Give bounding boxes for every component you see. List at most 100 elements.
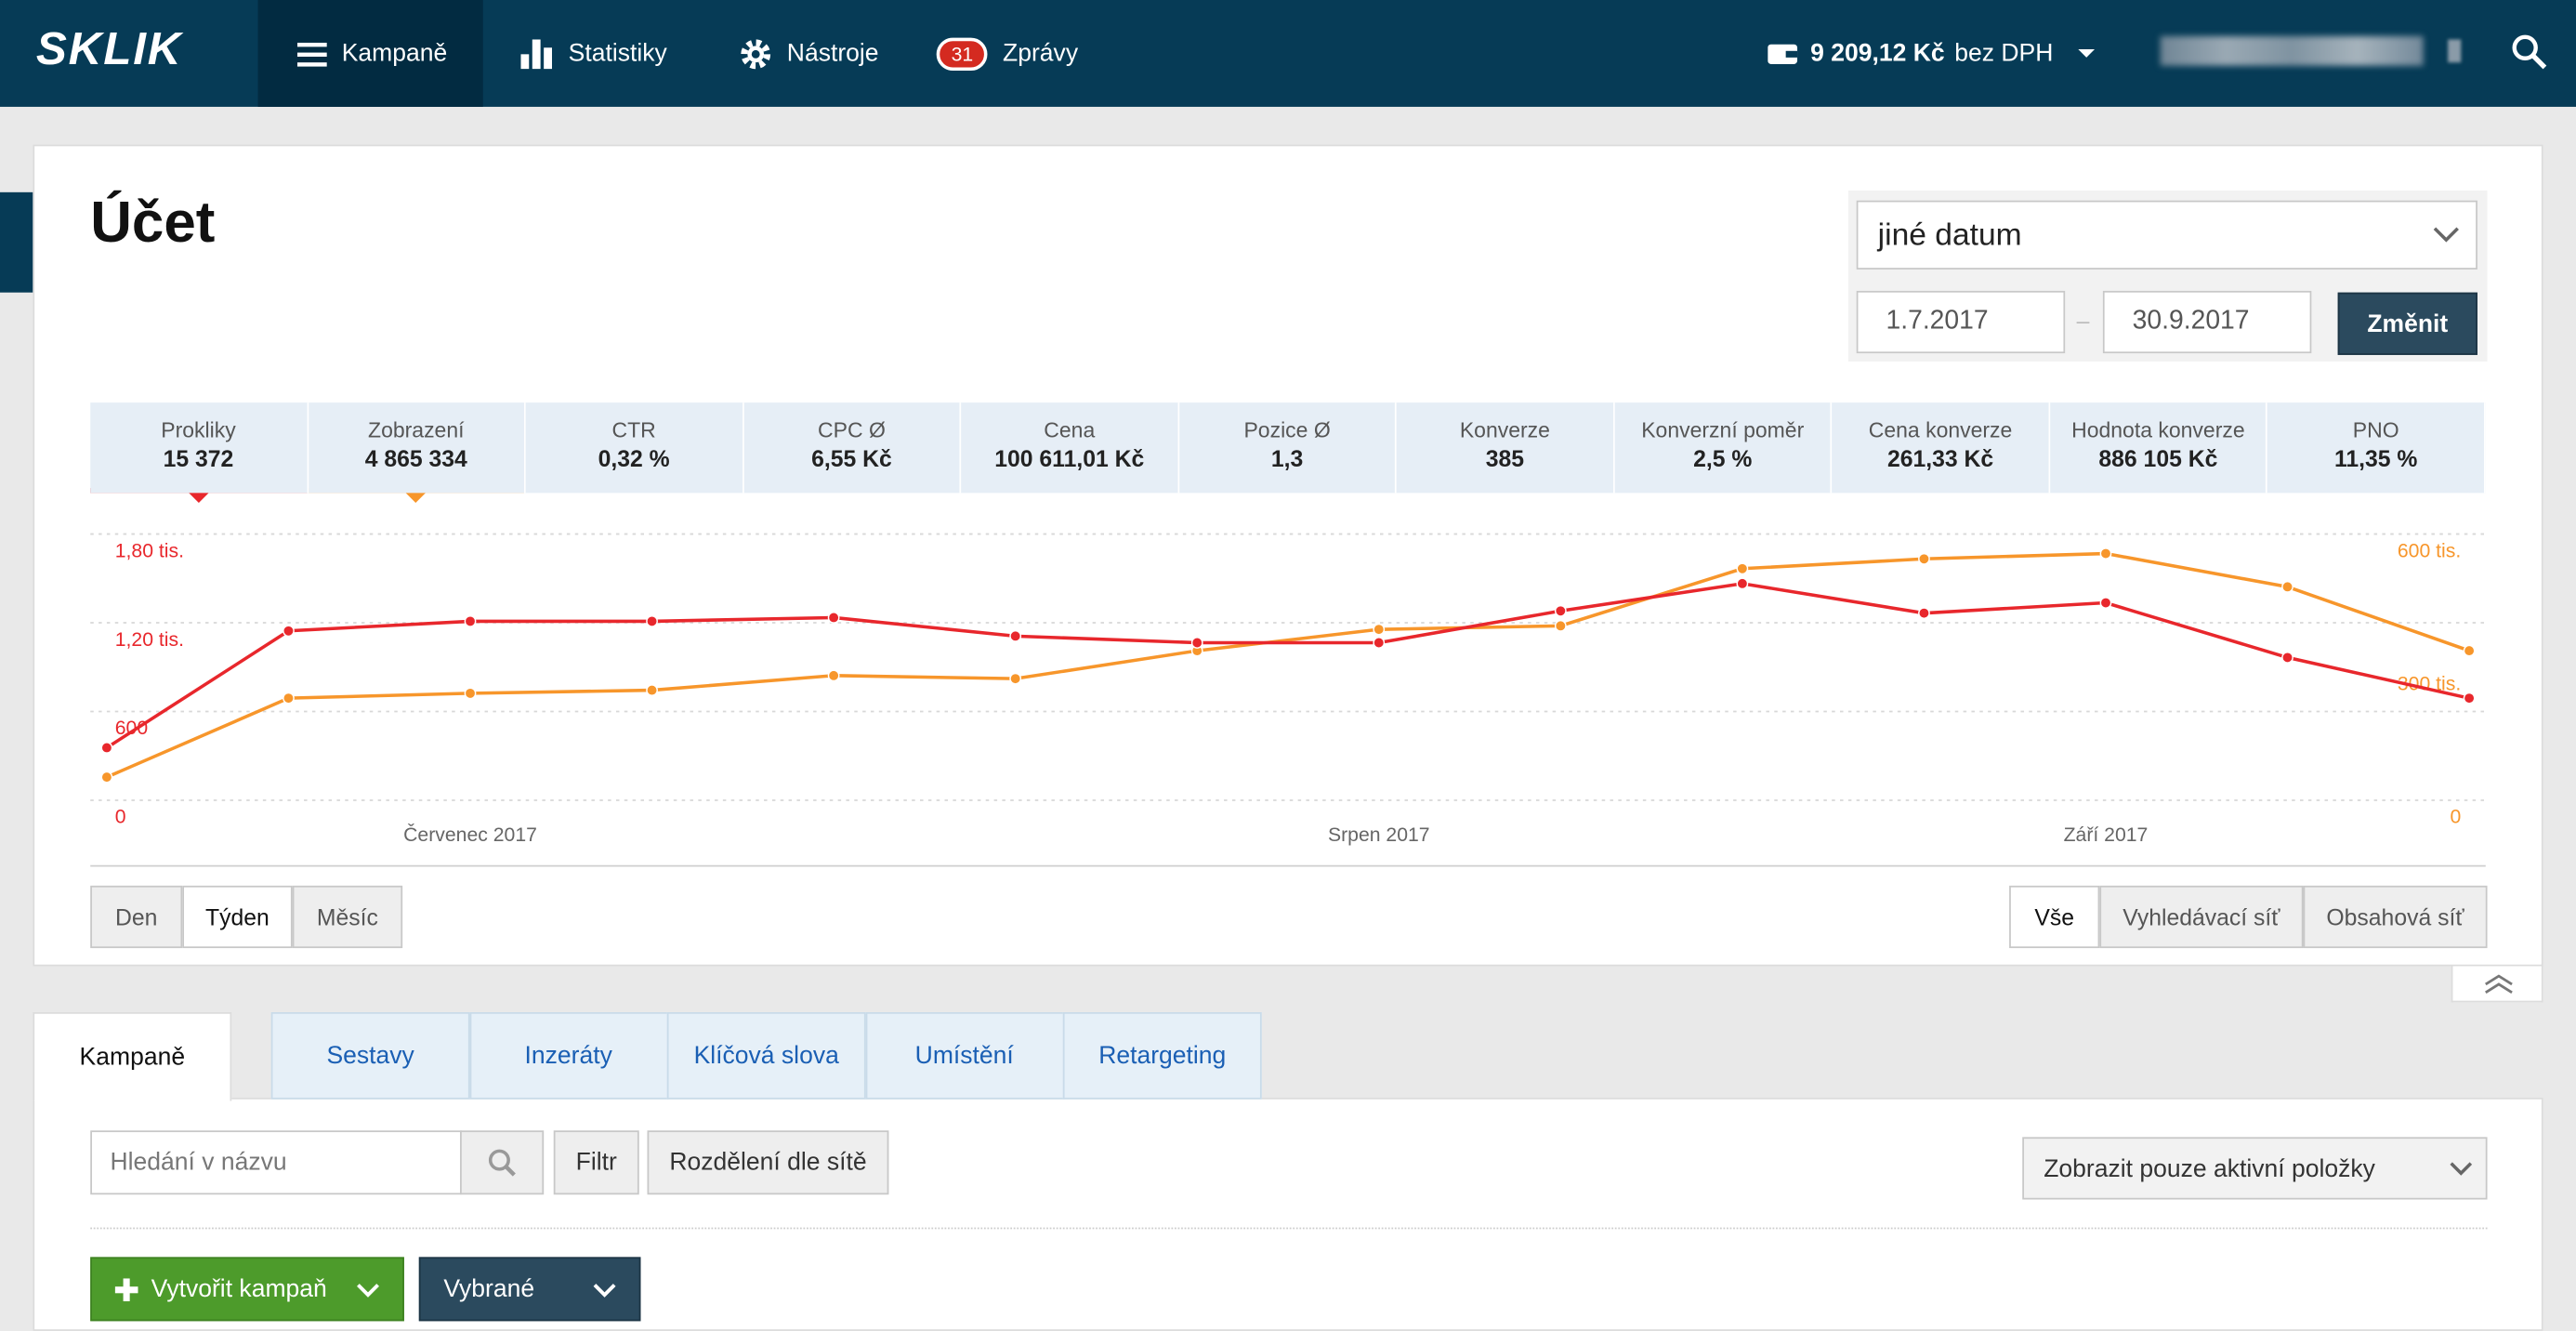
metric-label: Cena konverze: [1868, 417, 2013, 442]
credit[interactable]: 9 209,12 Kč bez DPH: [1768, 0, 2096, 107]
nav-item[interactable]: Kampaně: [257, 0, 483, 107]
nav-item[interactable]: Nástroje: [740, 0, 879, 107]
submit-button[interactable]: Změnit: [2337, 292, 2477, 355]
metric-value: 385: [1485, 445, 1525, 472]
metric-cell[interactable]: Cena 100 611,01 Kč: [961, 402, 1179, 494]
data-point: [1190, 637, 1203, 649]
icon: [520, 38, 553, 69]
network-button[interactable]: Obsahová síť: [2303, 885, 2488, 949]
data-point: [1009, 629, 1022, 642]
icon: [1768, 43, 1798, 64]
nav-label: Nástroje: [786, 39, 879, 68]
data-point: [827, 669, 840, 682]
series-line: [105, 582, 2470, 749]
icon: [2433, 227, 2459, 243]
search-input[interactable]: Hledání v názvu: [90, 1130, 462, 1195]
icon: [296, 42, 327, 66]
data-point: [2099, 597, 2112, 609]
nav-item[interactable]: 31 Zprávy: [936, 0, 1079, 107]
nav-label: Zprávy: [1003, 39, 1079, 68]
tab[interactable]: Retargeting: [1062, 1012, 1262, 1100]
metric-label: Pozice Ø: [1243, 417, 1331, 442]
filter-button[interactable]: Filtr: [553, 1130, 639, 1195]
metric-cell[interactable]: CTR 0,32 %: [525, 402, 744, 494]
metric-cell[interactable]: Cena konverze 261,33 Kč: [1832, 402, 2051, 494]
metric-cell[interactable]: Zobrazení 4 865 334: [308, 402, 526, 494]
create-label: Vytvořit kampaň: [151, 1274, 327, 1303]
user-name-blurred[interactable]: [2160, 35, 2424, 66]
granularity-button[interactable]: Týden: [182, 885, 293, 949]
network-button[interactable]: Vše: [2009, 885, 2100, 949]
granularity-button[interactable]: Den: [90, 885, 183, 949]
metric-value: 2,5 %: [1693, 445, 1753, 472]
separator: [90, 1227, 2488, 1230]
data-point: [100, 771, 113, 784]
metric-notch: [187, 491, 211, 503]
credit-amount: 9 209,12 Kč: [1810, 39, 1945, 68]
metric-cell[interactable]: Pozice Ø 1,3: [1178, 402, 1398, 494]
tick-label: 1,20 tis.: [115, 629, 184, 651]
collapse-button[interactable]: [2451, 966, 2543, 1003]
message-badge: 31: [936, 36, 989, 71]
date-dash: –: [2076, 307, 2090, 334]
data-point: [1373, 637, 1386, 649]
metric-label: CTR: [611, 417, 656, 442]
data-point: [827, 612, 840, 624]
selected-label: Vybrané: [443, 1274, 535, 1303]
data-point: [1009, 672, 1022, 685]
metric-label: Konverze: [1459, 417, 1550, 442]
data-point: [646, 615, 658, 627]
metric-label: Zobrazení: [368, 417, 465, 442]
icon: [2077, 48, 2095, 57]
data-point: [2281, 652, 2293, 664]
tab[interactable]: Sestavy: [270, 1012, 470, 1100]
metric-value: 261,33 Kč: [1886, 445, 1994, 472]
search-icon[interactable]: [2512, 34, 2548, 71]
tick-label: 1,80 tis.: [115, 540, 184, 561]
granularity-button[interactable]: Měsíc: [292, 885, 403, 949]
tab[interactable]: Inzeráty: [468, 1012, 668, 1100]
selected-button[interactable]: Vybrané: [418, 1257, 641, 1322]
metric-cell[interactable]: Prokliky 15 372: [90, 402, 309, 494]
metric-value: 100 611,01 Kč: [994, 445, 1145, 472]
date-from[interactable]: 1.7.2017: [1856, 290, 2066, 354]
icon: [357, 1284, 379, 1298]
date-select-label: jiné datum: [1877, 218, 2022, 254]
network-button[interactable]: Vyhledávací síť: [2099, 885, 2304, 949]
split-button[interactable]: Rozdělení dle sítě: [647, 1130, 889, 1195]
nav-item[interactable]: Statistiky: [520, 0, 667, 107]
create-button[interactable]: Vytvořit kampaň: [90, 1257, 404, 1322]
metric-cell[interactable]: Hodnota konverze 886 105 Kč: [2050, 402, 2268, 494]
data-point: [1736, 577, 1749, 590]
active-filter-select[interactable]: Zobrazit pouze aktivní položky: [2022, 1137, 2488, 1200]
tab[interactable]: Umístění: [864, 1012, 1064, 1100]
tick-label: 600: [115, 718, 148, 739]
metric-label: Konverzní poměr: [1641, 417, 1805, 442]
tick-label: 0: [115, 807, 126, 828]
metric-cell[interactable]: PNO 11,35 %: [2267, 402, 2486, 494]
data-point: [1736, 562, 1749, 575]
data-point: [2463, 692, 2476, 705]
date-to[interactable]: 30.9.2017: [2102, 290, 2312, 354]
metric-value: 15 372: [163, 445, 234, 472]
metric-value: 11,35 %: [2333, 445, 2418, 472]
tab[interactable]: Kampaně: [33, 1012, 232, 1101]
series-line: [106, 551, 2470, 779]
tick-label: 0: [2450, 807, 2461, 828]
metric-label: Cena: [1044, 417, 1096, 442]
tab[interactable]: Klíčová slova: [666, 1012, 866, 1100]
metric-cell[interactable]: Konverzní poměr 2,5 %: [1614, 402, 1833, 494]
metric-label: PNO: [2352, 417, 2399, 442]
icon: [114, 1277, 138, 1301]
metric-value: 6,55 Kč: [811, 445, 892, 472]
x-tick-label: Srpen 2017: [1328, 824, 1430, 846]
search-button[interactable]: [460, 1130, 545, 1195]
metric-cell[interactable]: CPC Ø 6,55 Kč: [743, 402, 962, 494]
metric-cell[interactable]: Konverze 385: [1397, 402, 1615, 494]
data-point: [283, 625, 295, 638]
data-point: [100, 742, 113, 754]
logo[interactable]: SKLIK: [35, 22, 183, 74]
metric-label: Prokliky: [161, 417, 236, 442]
date-select[interactable]: jiné datum: [1856, 200, 2477, 270]
data-point: [283, 692, 295, 705]
